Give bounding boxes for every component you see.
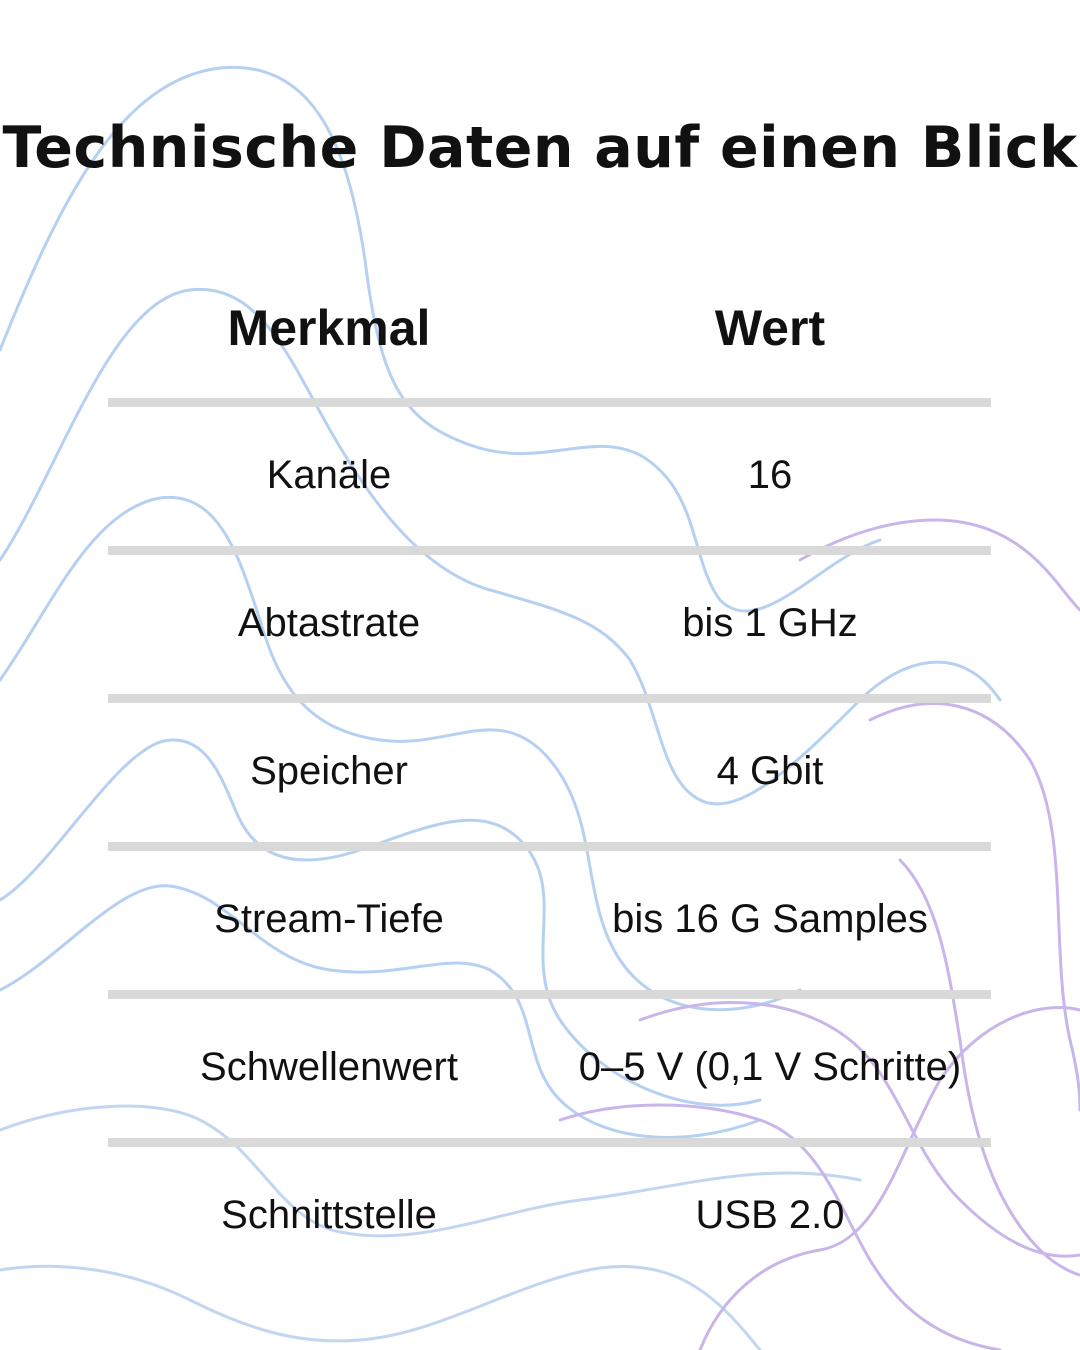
table-cell-feature: Schwellenwert	[200, 1045, 458, 1089]
page-title: Technische Daten auf einen Blick	[2, 115, 1078, 181]
table-cell-value: bis 1 GHz	[682, 601, 858, 645]
table-cell-feature: Schnittstelle	[221, 1193, 437, 1237]
table-divider	[108, 694, 991, 703]
table-divider	[108, 842, 991, 851]
table-divider	[108, 990, 991, 999]
table-cell-value: 4 Gbit	[716, 749, 824, 793]
table-cell-feature: Kanäle	[266, 453, 392, 497]
table-divider	[108, 546, 991, 555]
column-header-value: Wert	[714, 300, 826, 356]
table-cell-value: 0–5 V (0,1 V Schritte)	[578, 1045, 962, 1089]
table-divider	[108, 1138, 991, 1147]
table-cell-value: USB 2.0	[695, 1193, 845, 1237]
column-header-feature: Merkmal	[227, 300, 431, 356]
table-divider	[108, 398, 991, 407]
table-cell-value: 16	[747, 453, 793, 497]
table-cell-value: bis 16 G Samples	[612, 897, 928, 941]
table-cell-feature: Abtastrate	[237, 601, 421, 645]
table-cell-feature: Stream-Tiefe	[214, 897, 444, 941]
table-cell-feature: Speicher	[250, 749, 408, 793]
